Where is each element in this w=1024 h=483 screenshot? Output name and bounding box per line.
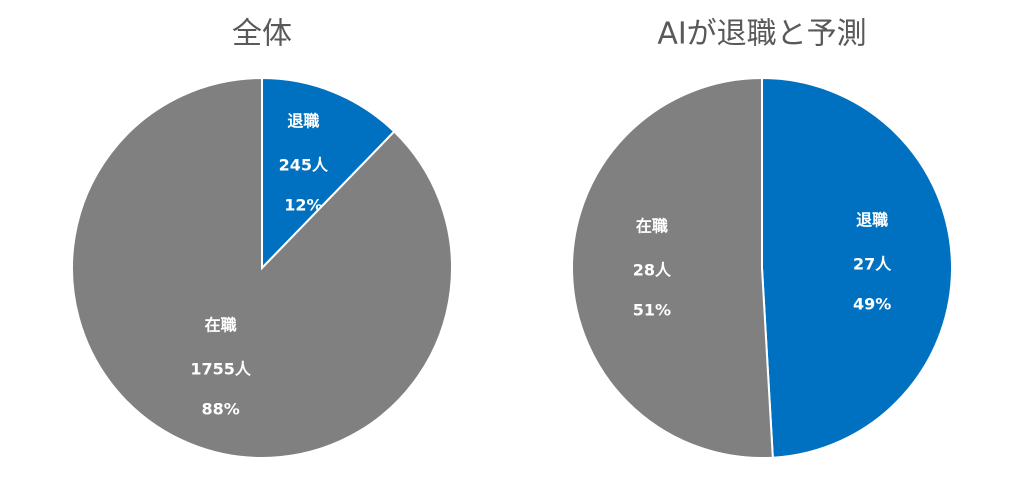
slice-category: 在職 <box>205 316 237 335</box>
slice-value-label: 1755人 <box>190 360 252 379</box>
pie-slice <box>570 76 774 459</box>
slice-percent-label: 51% <box>633 301 671 320</box>
slice-value-label: 27人 <box>853 254 892 273</box>
slice-value-label: 28人 <box>633 261 672 280</box>
slice-percent-label: 49% <box>853 294 891 313</box>
pie-slice <box>761 76 953 459</box>
pie-slice <box>261 76 396 271</box>
slice-category: 在職 <box>636 217 668 236</box>
slice-category: 退職 <box>856 210 888 229</box>
chart-title: AIが退職と予測 <box>657 17 866 52</box>
slice-category: 退職 <box>287 111 319 130</box>
pie-slice <box>71 76 453 459</box>
slice-value-label: 245人 <box>279 155 329 174</box>
chart-title: 全体 <box>232 17 292 52</box>
slice-percent-label: 88% <box>201 400 239 419</box>
slice-percent-label: 12% <box>284 195 322 214</box>
